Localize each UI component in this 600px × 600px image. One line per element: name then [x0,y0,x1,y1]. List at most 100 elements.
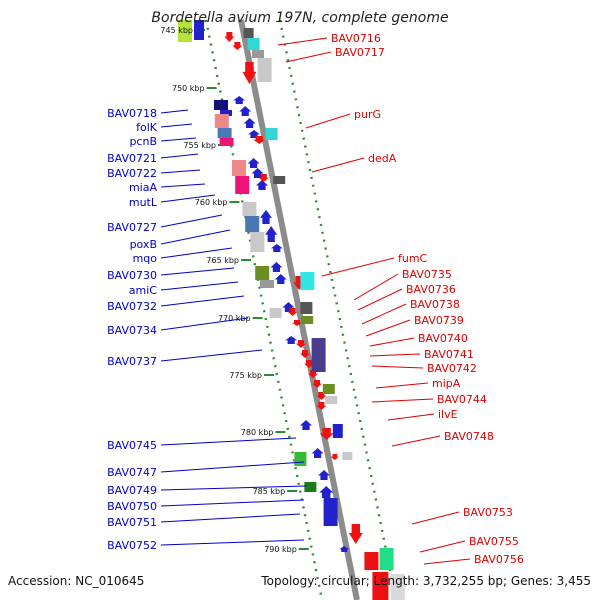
genome-summary-text: Topology: circular; Length: 3,732,255 bp… [261,574,591,588]
left-gene-label: BAV0732 [107,300,157,313]
gene-block [220,110,232,116]
genome-backbone [238,19,360,600]
left-gene-label: mqo [133,252,158,265]
right-gene-label: BAV0755 [469,535,519,548]
right-leader-line [369,337,415,347]
left-leader-line [160,214,223,228]
left-leader-line [160,267,235,276]
gene-arrow-reverse [296,340,306,348]
gene-block [217,128,232,138]
gene-block [255,266,270,280]
gene-arrow-reverse [316,402,327,410]
gene-arrow-forward [300,420,312,430]
left-leader-line [160,461,305,473]
gene-block [214,100,228,110]
left-gene-label: BAV0718 [107,107,157,120]
left-gene-label: BAV0730 [107,269,157,282]
right-leader-line [411,511,460,525]
gene-block [257,58,272,82]
gene-arrow-forward [339,546,350,552]
right-gene-label: BAV0736 [406,283,456,296]
gene-block [322,384,335,394]
gene-block [245,216,260,232]
left-gene-label: BAV0737 [107,355,157,368]
right-leader-line [361,303,407,325]
right-gene-label: purG [354,108,381,121]
right-leader-line [357,288,403,311]
gene-arrow-forward [256,180,268,190]
right-leader-line [387,413,435,421]
left-gene-label: amiC [129,284,158,297]
gene-arrow-forward [243,118,256,128]
gene-arrow-reverse [292,320,302,326]
right-gene-label: BAV0739 [414,314,464,327]
gene-block [372,572,389,600]
gene-arrow-reverse [348,524,363,544]
gene-arrow-reverse [287,308,298,316]
gene-block [247,38,260,50]
gene-arrow-forward [318,470,330,480]
gene-arrow-reverse [312,380,322,388]
right-leader-line [277,37,328,46]
left-leader-line [160,229,231,245]
right-leader-line [423,558,471,565]
gene-arrow-forward [233,96,246,104]
left-leader-line [160,123,193,128]
gene-block [364,552,379,570]
gene-arrow-reverse [224,32,235,42]
accession-text: Accession: NC_010645 [8,574,145,588]
gene-block [332,424,343,438]
left-leader-line [160,183,206,188]
right-gene-label: BAV0744 [437,393,487,406]
gene-arrow-forward [270,244,283,252]
gene-arrow-reverse [319,428,334,440]
right-leader-line [369,353,421,357]
feature-layer [178,20,405,600]
gene-arrow-forward [319,486,334,498]
left-gene-label: BAV0751 [107,516,157,529]
gene-block [265,128,278,140]
right-leader-line [321,257,395,277]
right-leader-line [371,365,424,369]
left-leader-line [160,137,197,142]
kbp-tick-label: 765 kbp [206,256,239,265]
gene-arrow-reverse [258,174,269,182]
right-leader-line [391,435,441,447]
gene-block [294,452,307,466]
axis-layer [195,19,398,600]
kbp-tick-label: 770 kbp [218,314,251,323]
left-gene-label: BAV0749 [107,484,157,497]
left-gene-label: poxB [130,238,157,251]
right-leader-line [285,51,332,63]
left-gene-label: miaA [129,181,158,194]
gene-arrow-reverse [330,454,339,460]
kbp-tick-label: 745 kbp [160,26,193,35]
gene-block [273,176,286,184]
left-leader-line [160,295,245,307]
left-leader-line [160,485,307,491]
gene-arrow-reverse [304,360,314,368]
gene-block [379,548,394,570]
right-gene-label: BAV0735 [402,268,452,281]
kbp-tick-label: 775 kbp [229,371,262,380]
left-leader-line [160,281,239,291]
gene-block [300,302,313,314]
left-leader-line [160,317,249,331]
right-gene-label: BAV0738 [410,298,460,311]
right-gene-label: BAV0740 [418,332,468,345]
gene-arrow-forward [251,168,264,178]
gene-block [252,50,264,58]
left-leader-line [160,194,216,203]
right-leader-line [353,273,399,301]
left-gene-label: pcnB [129,135,157,148]
left-leader-line [160,169,201,174]
label-layer: 745 kbp 750 kbp 755 kbp 760 kbp 765 kbp 770 k… [107,26,524,566]
left-leader-line [160,153,199,159]
left-gene-label: BAV0752 [107,539,157,552]
gene-block [178,20,192,42]
right-gene-label: BAV0753 [463,506,513,519]
right-gene-label: mipA [432,377,461,390]
right-gene-label: BAV0716 [331,32,381,45]
gene-arrow-forward [311,448,324,458]
